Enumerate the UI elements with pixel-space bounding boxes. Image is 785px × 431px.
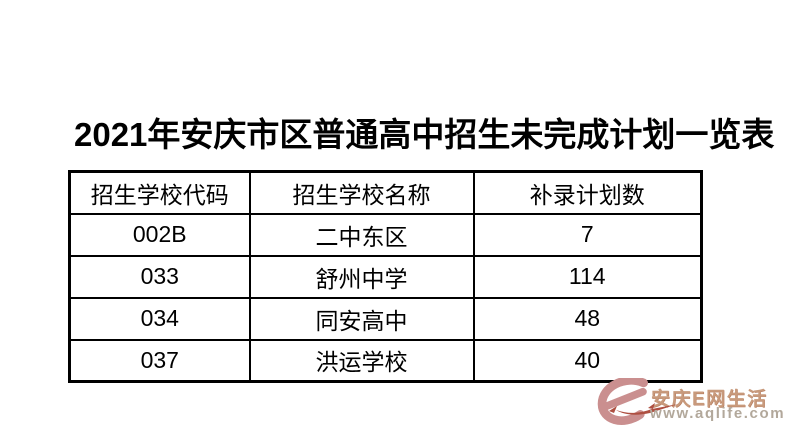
table-row: 002B 二中东区 7	[68, 212, 703, 257]
cell-school-code: 002B	[68, 212, 251, 257]
cell-school-name: 同安高中	[248, 296, 475, 341]
watermark-url-text: www.aqlife.com	[650, 405, 785, 422]
watermark-brand-text: 安庆E网生活	[651, 389, 768, 410]
page-title: 2021年安庆市区普通高中招生未完成计划一览表	[74, 116, 775, 153]
cell-plan-count: 40	[472, 338, 703, 383]
cell-school-code: 033	[68, 254, 251, 299]
cell-school-code: 034	[68, 296, 251, 341]
table-row: 034 同安高中 48	[68, 296, 703, 341]
header-cell-school-code: 招生学校代码	[68, 170, 251, 215]
aqlife-watermark: 安庆E网生活 www.aqlife.com	[588, 372, 785, 431]
table-row: 037 洪运学校 40	[68, 338, 703, 383]
admissions-table: 招生学校代码 招生学校名称 补录计划数 002B 二中东区 7 033 舒州中学…	[68, 170, 703, 383]
header-cell-plan-count: 补录计划数	[472, 170, 703, 215]
cell-school-code: 037	[68, 338, 251, 383]
cell-plan-count: 7	[472, 212, 703, 257]
table-row: 033 舒州中学 114	[68, 254, 703, 299]
cell-school-name: 舒州中学	[248, 254, 475, 299]
cell-school-name: 洪运学校	[248, 338, 475, 383]
cell-school-name: 二中东区	[248, 212, 475, 257]
cell-plan-count: 114	[472, 254, 703, 299]
header-cell-school-name: 招生学校名称	[248, 170, 475, 215]
cell-plan-count: 48	[472, 296, 703, 341]
table-header-row: 招生学校代码 招生学校名称 补录计划数	[68, 170, 703, 215]
aqlife-e-logo-icon	[597, 378, 648, 425]
watermark-swoosh-icon	[609, 403, 678, 415]
